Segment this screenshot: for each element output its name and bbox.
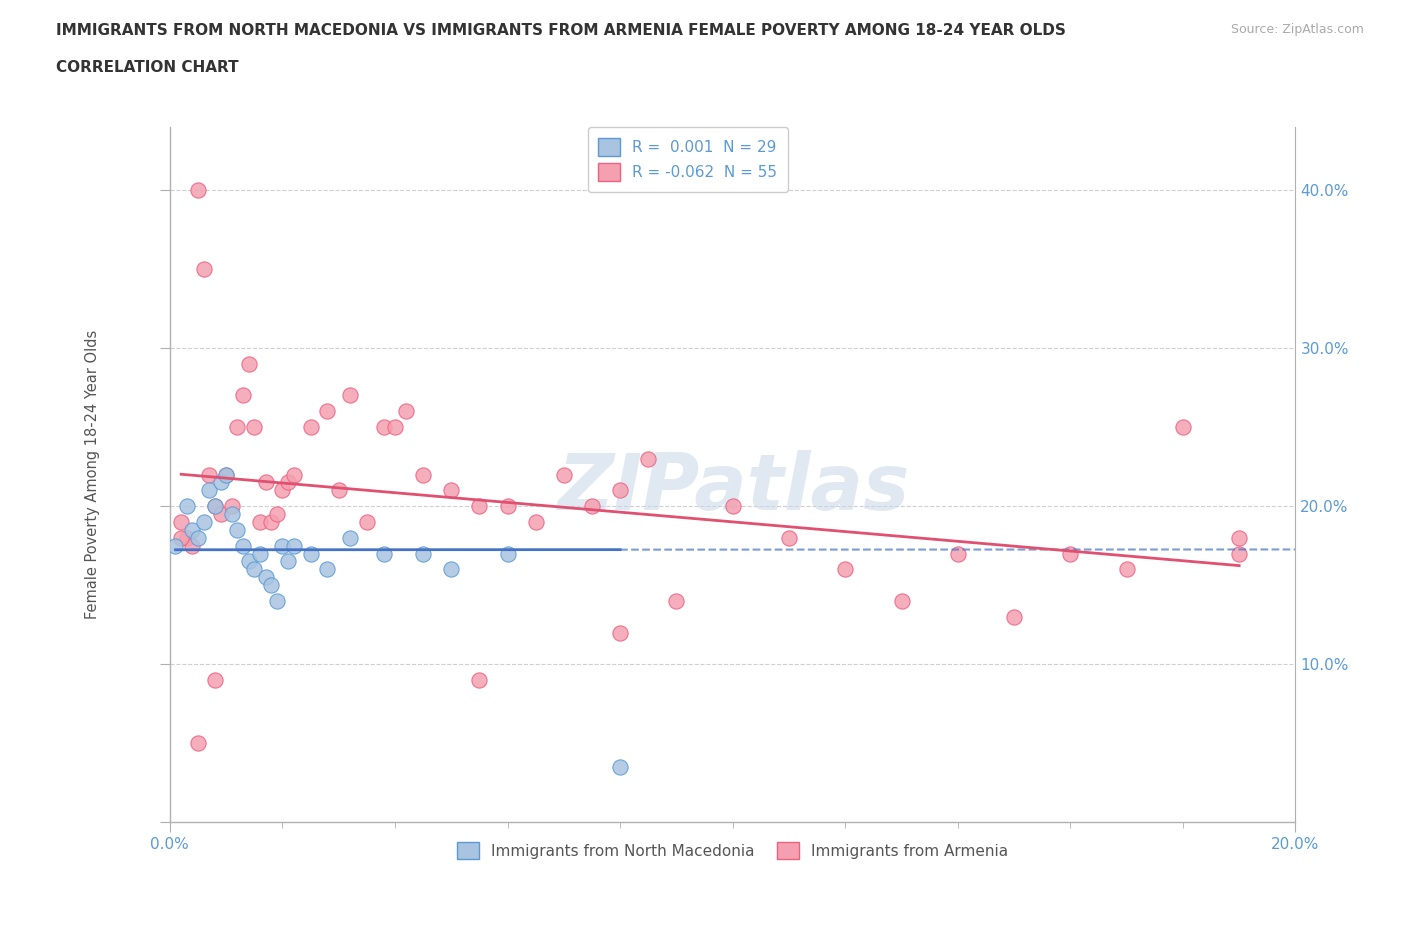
- Point: [581, 498, 603, 513]
- Point: [721, 498, 744, 513]
- Point: [373, 419, 395, 434]
- Point: [238, 356, 260, 371]
- Point: [249, 514, 271, 529]
- Point: [187, 736, 209, 751]
- Point: [412, 467, 434, 482]
- Point: [170, 514, 193, 529]
- Point: [271, 538, 294, 553]
- Point: [440, 562, 463, 577]
- Point: [384, 419, 406, 434]
- Point: [339, 388, 361, 403]
- Point: [277, 554, 299, 569]
- Point: [243, 562, 266, 577]
- Point: [204, 672, 226, 687]
- Point: [176, 530, 198, 545]
- Point: [609, 760, 631, 775]
- Point: [181, 523, 204, 538]
- Point: [277, 475, 299, 490]
- Point: [221, 507, 243, 522]
- Point: [198, 483, 221, 498]
- Point: [328, 483, 350, 498]
- Point: [1002, 609, 1025, 624]
- Point: [339, 530, 361, 545]
- Point: [226, 523, 249, 538]
- Point: [1059, 546, 1081, 561]
- Point: [1227, 530, 1250, 545]
- Point: [468, 498, 491, 513]
- Point: [356, 514, 378, 529]
- Point: [553, 467, 575, 482]
- Point: [254, 475, 277, 490]
- Point: [260, 514, 283, 529]
- Point: [316, 404, 339, 418]
- Point: [299, 546, 322, 561]
- Point: [412, 546, 434, 561]
- Point: [181, 538, 204, 553]
- Text: CORRELATION CHART: CORRELATION CHART: [56, 60, 239, 75]
- Point: [215, 467, 238, 482]
- Point: [468, 672, 491, 687]
- Point: [834, 562, 856, 577]
- Point: [271, 483, 294, 498]
- Point: [165, 538, 187, 553]
- Point: [373, 546, 395, 561]
- Point: [778, 530, 800, 545]
- Point: [609, 483, 631, 498]
- Point: [395, 404, 418, 418]
- Point: [283, 467, 305, 482]
- Point: [187, 530, 209, 545]
- Point: [946, 546, 969, 561]
- Point: [665, 593, 688, 608]
- Point: [254, 570, 277, 585]
- Point: [193, 514, 215, 529]
- Point: [204, 498, 226, 513]
- Point: [232, 388, 254, 403]
- Point: [1227, 546, 1250, 561]
- Text: IMMIGRANTS FROM NORTH MACEDONIA VS IMMIGRANTS FROM ARMENIA FEMALE POVERTY AMONG : IMMIGRANTS FROM NORTH MACEDONIA VS IMMIG…: [56, 23, 1066, 38]
- Point: [266, 593, 288, 608]
- Point: [266, 507, 288, 522]
- Text: Source: ZipAtlas.com: Source: ZipAtlas.com: [1230, 23, 1364, 36]
- Point: [193, 261, 215, 276]
- Legend: Immigrants from North Macedonia, Immigrants from Armenia: Immigrants from North Macedonia, Immigra…: [450, 834, 1015, 867]
- Point: [204, 498, 226, 513]
- Point: [496, 498, 519, 513]
- Point: [524, 514, 547, 529]
- Point: [1115, 562, 1137, 577]
- Point: [170, 530, 193, 545]
- Point: [637, 451, 659, 466]
- Point: [243, 419, 266, 434]
- Point: [609, 625, 631, 640]
- Point: [221, 498, 243, 513]
- Point: [232, 538, 254, 553]
- Point: [440, 483, 463, 498]
- Point: [316, 562, 339, 577]
- Point: [260, 578, 283, 592]
- Point: [1171, 419, 1194, 434]
- Point: [209, 507, 232, 522]
- Point: [226, 419, 249, 434]
- Point: [496, 546, 519, 561]
- Point: [249, 546, 271, 561]
- Point: [198, 467, 221, 482]
- Point: [209, 475, 232, 490]
- Point: [299, 419, 322, 434]
- Point: [283, 538, 305, 553]
- Point: [890, 593, 912, 608]
- Point: [176, 498, 198, 513]
- Text: ZIPatlas: ZIPatlas: [557, 450, 908, 526]
- Point: [215, 467, 238, 482]
- Point: [238, 554, 260, 569]
- Point: [187, 182, 209, 197]
- Y-axis label: Female Poverty Among 18-24 Year Olds: Female Poverty Among 18-24 Year Olds: [86, 330, 100, 619]
